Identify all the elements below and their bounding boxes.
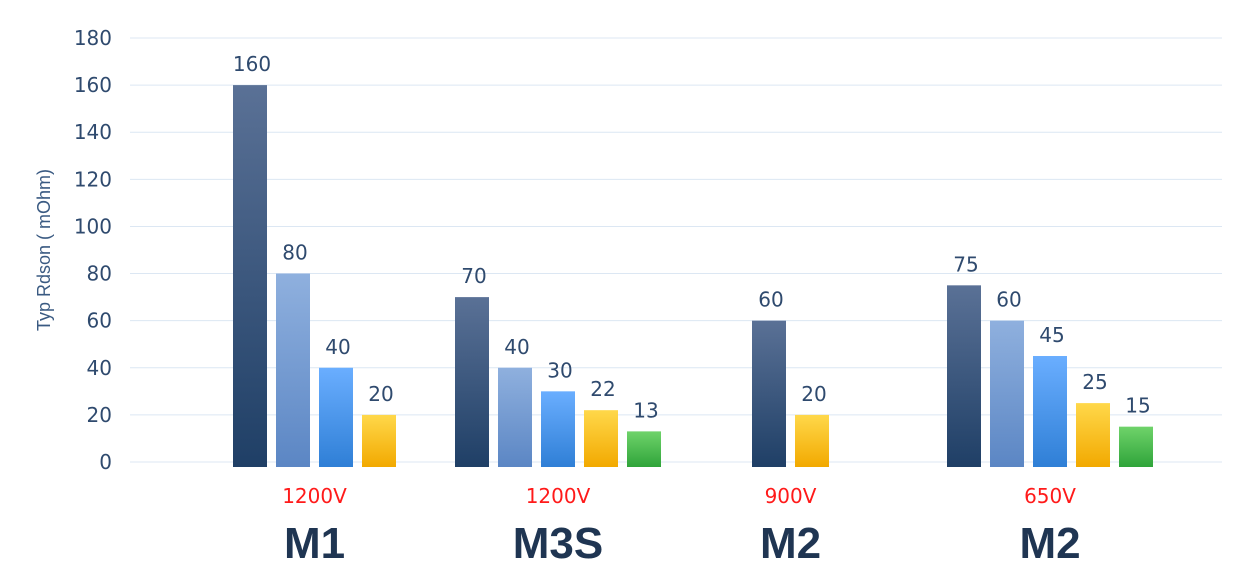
bar-value-label: 160 <box>233 52 271 76</box>
voltage-label: 900V <box>765 484 817 508</box>
y-tick-label: 100 <box>74 214 112 238</box>
bar-value-label: 25 <box>1082 370 1107 394</box>
bar <box>752 320 786 467</box>
bar-value-label: 80 <box>282 241 307 265</box>
bar <box>233 85 267 467</box>
bar <box>627 431 661 467</box>
bar-value-label: 60 <box>758 288 783 312</box>
bar-groups: 160 80 40 20 1200V M1 70 40 30 22 13 1200V M3S 60 20 90… <box>233 52 1153 568</box>
bar <box>584 410 618 467</box>
bar <box>990 320 1024 467</box>
bar <box>319 367 353 467</box>
bar-value-label: 45 <box>1039 323 1064 347</box>
y-tick-label: 160 <box>74 73 112 97</box>
y-tick-label: 60 <box>87 309 112 333</box>
bar <box>276 273 310 467</box>
bar-group: 75 60 45 25 15 650V M2 <box>947 252 1153 568</box>
bar-value-label: 60 <box>996 288 1021 312</box>
bar-value-label: 40 <box>325 335 350 359</box>
bar-value-label: 15 <box>1125 394 1150 418</box>
voltage-label: 1200V <box>526 484 591 508</box>
bar <box>947 285 981 467</box>
bar-group: 160 80 40 20 1200V M1 <box>233 52 396 568</box>
bar <box>1076 403 1110 467</box>
y-axis-label: Typ Rdson ( mOhm) <box>34 169 54 331</box>
bar <box>1033 356 1067 467</box>
y-axis-ticks: 0 20 40 60 80 100 120 140 160 180 <box>74 26 112 474</box>
bar <box>541 391 575 467</box>
y-tick-label: 180 <box>74 26 112 50</box>
bar-value-label: 13 <box>633 398 658 422</box>
bar <box>1119 426 1153 467</box>
bar <box>795 414 829 467</box>
bar-value-label: 20 <box>368 382 393 406</box>
bar-value-label: 40 <box>504 335 529 359</box>
y-tick-label: 40 <box>87 356 112 380</box>
bar-value-label: 22 <box>590 377 615 401</box>
group-label: M2 <box>1019 519 1080 568</box>
y-tick-label: 20 <box>87 403 112 427</box>
group-label: M3S <box>513 519 603 568</box>
voltage-label: 1200V <box>282 484 347 508</box>
y-tick-label: 80 <box>87 262 112 286</box>
bar-value-label: 30 <box>547 358 572 382</box>
bar-value-label: 70 <box>461 264 486 288</box>
bar-value-label: 75 <box>953 252 978 276</box>
gridlines <box>130 37 1222 463</box>
group-label: M1 <box>284 519 345 568</box>
bar <box>362 414 396 467</box>
y-tick-label: 120 <box>74 167 112 191</box>
voltage-label: 650V <box>1024 484 1076 508</box>
bar-value-label: 20 <box>801 382 826 406</box>
bar <box>455 297 489 467</box>
group-label: M2 <box>760 519 821 568</box>
y-tick-label: 0 <box>99 450 112 474</box>
y-tick-label: 140 <box>74 120 112 144</box>
bar <box>498 367 532 467</box>
bar-group: 70 40 30 22 13 1200V M3S <box>455 264 661 568</box>
bar-group: 60 20 900V M2 <box>752 288 829 568</box>
